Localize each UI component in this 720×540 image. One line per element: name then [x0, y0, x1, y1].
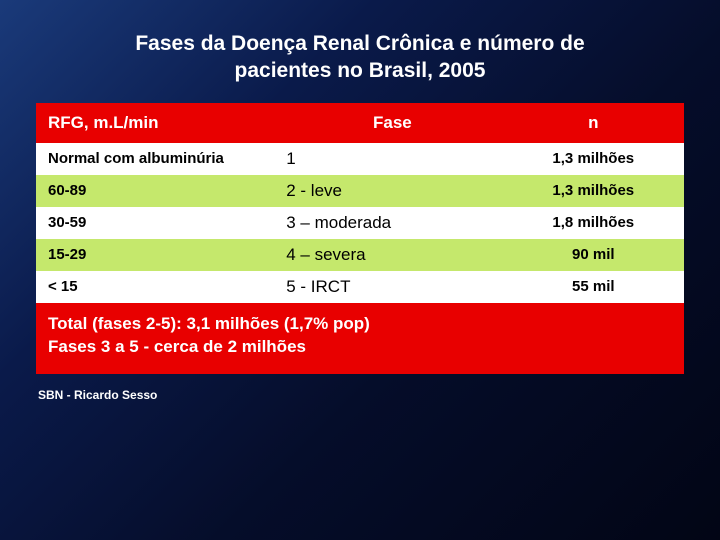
- footer-text: Total (fases 2-5): 3,1 milhões (1,7% pop…: [36, 303, 684, 375]
- title-line1: Fases da Doença Renal Crônica e número d…: [135, 32, 584, 55]
- header-fase: Fase: [282, 103, 502, 143]
- cell-rfg: Normal com albuminúria: [36, 143, 282, 175]
- cell-fase: 3 – moderada: [282, 207, 502, 239]
- table-row: Normal com albuminúria 1 1,3 milhões: [36, 143, 684, 175]
- cell-n: 1,8 milhões: [503, 207, 684, 239]
- cell-n: 1,3 milhões: [503, 143, 684, 175]
- cell-fase: 5 - IRCT: [282, 271, 502, 303]
- table-row: < 15 5 - IRCT 55 mil: [36, 271, 684, 303]
- table-row: 15-29 4 – severa 90 mil: [36, 239, 684, 271]
- cell-n: 55 mil: [503, 271, 684, 303]
- footer-line2: Fases 3 a 5 - cerca de 2 milhões: [48, 337, 306, 356]
- cell-fase: 4 – severa: [282, 239, 502, 271]
- header-n: n: [503, 103, 684, 143]
- table-footer-row: Total (fases 2-5): 3,1 milhões (1,7% pop…: [36, 303, 684, 375]
- cell-fase: 2 - leve: [282, 175, 502, 207]
- header-rfg: RFG, m.L/min: [36, 103, 282, 143]
- cell-n: 1,3 milhões: [503, 175, 684, 207]
- cell-rfg: 30-59: [36, 207, 282, 239]
- cell-fase: 1: [282, 143, 502, 175]
- cell-rfg: 60-89: [36, 175, 282, 207]
- cell-rfg: 15-29: [36, 239, 282, 271]
- table-header-row: RFG, m.L/min Fase n: [36, 103, 684, 143]
- stages-table: RFG, m.L/min Fase n Normal com albuminúr…: [36, 103, 684, 375]
- slide-title: Fases da Doença Renal Crônica e número d…: [36, 30, 684, 85]
- source-citation: SBN - Ricardo Sesso: [36, 388, 684, 402]
- slide: Fases da Doença Renal Crônica e número d…: [0, 0, 720, 540]
- cell-rfg: < 15: [36, 271, 282, 303]
- title-line2: pacientes no Brasil, 2005: [235, 59, 486, 82]
- table-row: 30-59 3 – moderada 1,8 milhões: [36, 207, 684, 239]
- cell-n: 90 mil: [503, 239, 684, 271]
- footer-line1: Total (fases 2-5): 3,1 milhões (1,7% pop…: [48, 314, 370, 333]
- table-row: 60-89 2 - leve 1,3 milhões: [36, 175, 684, 207]
